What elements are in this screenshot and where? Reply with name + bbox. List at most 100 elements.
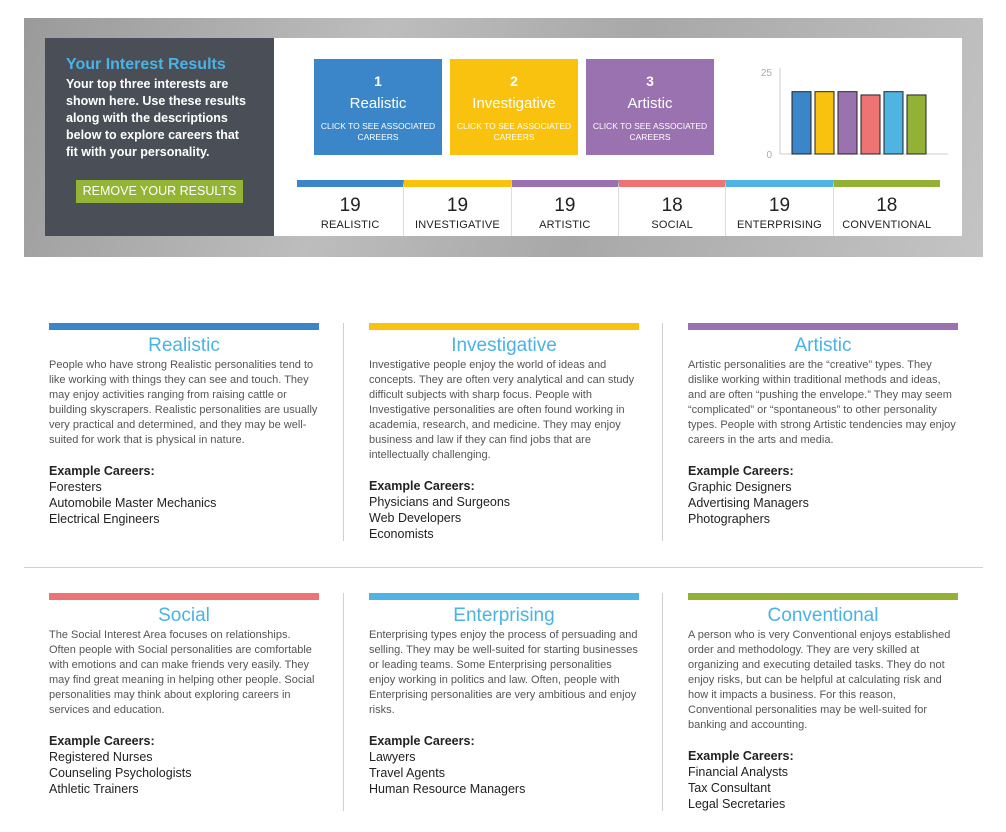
card-title: Artistic (794, 335, 852, 356)
section-divider (24, 567, 983, 568)
example-careers-heading: Example Careers: (369, 734, 475, 748)
card-description: Investigative people enjoy the world of … (369, 359, 635, 461)
score-social: 18 SOCIAL (618, 180, 727, 236)
example-career: Lawyers (369, 750, 416, 764)
bar-social (860, 94, 881, 155)
card-title: Investigative (451, 335, 557, 356)
bar-artistic (837, 91, 858, 155)
score-label: CONVENTIONAL (842, 219, 932, 231)
card-title: Enterprising (453, 605, 555, 626)
top-interest-card-3[interactable]: 3 Artistic CLICK TO SEE ASSOCIATED CAREE… (586, 59, 714, 155)
top-interest-card-2[interactable]: 2 Investigative CLICK TO SEE ASSOCIATED … (450, 59, 578, 155)
results-hero: Your Interest Results Your top three int… (24, 18, 983, 257)
card-color-bar (369, 593, 639, 600)
top-interest-rank: 3 (646, 73, 654, 89)
card-color-bar (688, 593, 958, 600)
interest-bar-chart: 25 0 (761, 68, 948, 161)
example-career: Web Developers (369, 511, 462, 525)
interest-card-social: Social The Social Interest Area focuses o… (49, 593, 319, 797)
top-interest-rank: 2 (510, 73, 518, 89)
column-divider (662, 593, 663, 811)
top-interest-name: Artistic (627, 95, 673, 112)
column-divider (343, 593, 344, 811)
example-careers-list: Financial Analysts Tax Consultant Legal Se… (688, 764, 958, 812)
bar-conventional (906, 94, 927, 155)
example-careers-list: Foresters Automobile Master Mechanics Elec… (49, 479, 319, 527)
example-career: Financial Analysts (688, 765, 789, 779)
interest-scores-row: 19 REALISTIC 19 INVESTIGATIVE 19 ARTISTIC 18 SO… (297, 180, 940, 236)
example-career: Athletic Trainers (49, 782, 139, 796)
card-description: A person who is very Conventional enjoys… (688, 629, 951, 731)
score-artistic: 19 ARTISTIC (511, 180, 619, 236)
card-description: Enterprising types enjoy the process of … (369, 629, 638, 716)
score-value: 19 (446, 195, 469, 216)
top-interest-name: Realistic (349, 95, 407, 112)
interest-card-enterprising: Enterprising Enterprising types enjoy the… (369, 593, 639, 797)
card-description: Artistic personalities are the “creative… (688, 359, 956, 446)
example-career: Foresters (49, 480, 102, 494)
bar-investigative (814, 91, 835, 155)
y-tick-label: 0 (766, 150, 772, 161)
top-interest-link-text: CLICK TO SEE ASSOCIATED CAREERS (456, 121, 572, 142)
example-careers-list: Physicians and Surgeons Web Developers Eco… (369, 494, 639, 542)
column-divider (343, 323, 344, 541)
top-interest-card-1[interactable]: 1 Realistic CLICK TO SEE ASSOCIATED CARE… (314, 59, 442, 155)
interest-card-investigative: Investigative Investigative people enjoy … (369, 323, 639, 542)
bar-enterprising (883, 91, 904, 155)
score-value: 19 (768, 195, 791, 216)
example-careers-list: Graphic Designers Advertising Managers Pho… (688, 479, 958, 527)
card-color-bar (369, 323, 639, 330)
top-interest-link-text: CLICK TO SEE ASSOCIATED CAREERS (320, 121, 436, 142)
score-label: REALISTIC (320, 219, 380, 231)
example-careers-heading: Example Careers: (688, 749, 794, 763)
score-investigative: 19 INVESTIGATIVE (404, 180, 512, 236)
example-career: Tax Consultant (688, 781, 771, 795)
example-career: Graphic Designers (688, 480, 792, 494)
score-label: INVESTIGATIVE (415, 219, 500, 231)
example-career: Photographers (688, 512, 771, 526)
example-careers-list: Registered Nurses Counseling Psychologist… (49, 749, 319, 797)
example-career: Advertising Managers (688, 496, 809, 510)
results-display: 1 Realistic CLICK TO SEE ASSOCIATED CARE… (274, 38, 962, 236)
card-description: The Social Interest Area focuses on rela… (49, 629, 315, 716)
results-description: Your top three interests are shown here.… (66, 77, 246, 159)
score-value: 18 (876, 195, 898, 216)
card-color-bar (49, 593, 319, 600)
example-career: Human Resource Managers (369, 782, 526, 796)
score-label: ENTERPRISING (737, 219, 822, 231)
score-conventional: 18 CONVENTIONAL (833, 180, 940, 236)
example-career: Automobile Master Mechanics (49, 496, 217, 510)
card-title: Conventional (767, 605, 879, 626)
score-realistic: 19 REALISTIC (297, 180, 405, 236)
interest-card-conventional: Conventional A person who is very Convent… (688, 593, 958, 812)
top-interest-name: Investigative (472, 95, 556, 112)
example-careers-heading: Example Careers: (49, 464, 155, 478)
example-careers-list: Lawyers Travel Agents Human Resource Manag… (369, 749, 639, 797)
card-description: People who have strong Realistic persona… (49, 359, 318, 446)
card-title: Realistic (148, 335, 220, 356)
score-enterprising: 19 ENTERPRISING (726, 180, 834, 236)
example-careers-heading: Example Careers: (688, 464, 794, 478)
interest-card-realistic: Realistic People who have strong Realisti… (49, 323, 319, 527)
example-career: Travel Agents (369, 766, 445, 780)
example-career: Economists (369, 527, 434, 541)
example-career: Registered Nurses (49, 750, 153, 764)
remove-results-button[interactable]: REMOVE YOUR RESULTS (76, 180, 243, 203)
y-tick-label: 25 (761, 68, 773, 79)
results-title: Your Interest Results (66, 56, 226, 73)
card-color-bar (49, 323, 319, 330)
score-label: SOCIAL (651, 219, 693, 231)
card-color-bar (688, 323, 958, 330)
results-summary-panel: Your Interest Results Your top three int… (45, 38, 274, 236)
column-divider (662, 323, 663, 541)
score-label: ARTISTIC (539, 219, 591, 231)
example-careers-heading: Example Careers: (49, 734, 155, 748)
score-value: 19 (554, 195, 576, 216)
example-career: Legal Secretaries (688, 797, 786, 811)
score-value: 18 (661, 195, 683, 216)
example-careers-heading: Example Careers: (369, 479, 475, 493)
card-title: Social (158, 605, 210, 626)
example-career: Physicians and Surgeons (369, 495, 511, 509)
example-career: Electrical Engineers (49, 512, 160, 526)
example-career: Counseling Psychologists (49, 766, 192, 780)
